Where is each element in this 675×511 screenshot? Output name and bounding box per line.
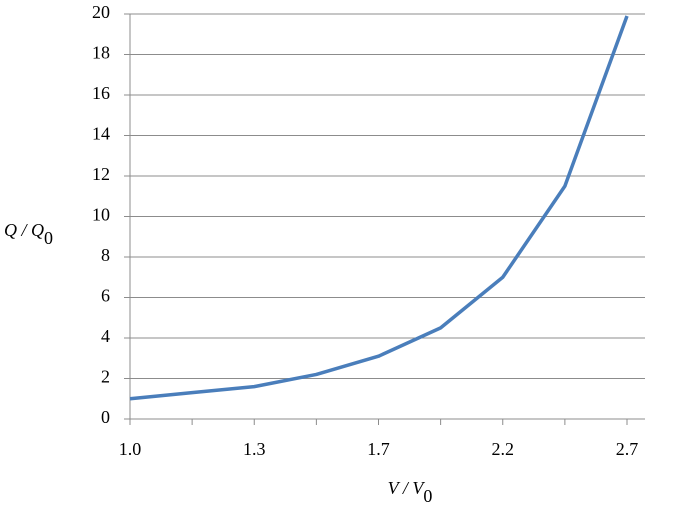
x-tick-label: 1.0: [119, 439, 142, 459]
y-tick-label: 18: [92, 43, 110, 63]
y-tick-label: 10: [92, 205, 110, 225]
y-label-subscript: 0: [44, 228, 53, 248]
y-tick-label: 0: [101, 407, 110, 427]
x-tick-label: 2.7: [616, 439, 639, 459]
y-tick-label: 6: [101, 286, 110, 306]
y-label-main: Q / Q: [4, 220, 44, 240]
data-line: [129, 15, 629, 401]
x-label-main: V / V: [388, 478, 426, 498]
x-tick-label: 2.2: [492, 439, 515, 459]
y-tick-label: 20: [92, 2, 110, 22]
y-tick-label: 2: [101, 367, 110, 387]
x-tick-label: 1.3: [243, 439, 266, 459]
y-tick-label: 8: [101, 245, 110, 265]
y-tick-label: 16: [92, 83, 110, 103]
y-tick-label: 12: [92, 164, 110, 184]
x-label-subscript: 0: [423, 486, 432, 506]
y-tick-label: 4: [101, 326, 110, 346]
y-axis-label: Q / Q0: [4, 220, 53, 248]
x-axis-label: V / V0: [388, 478, 433, 506]
x-tick-label: 1.7: [367, 439, 390, 459]
y-tick-label: 14: [92, 124, 110, 144]
